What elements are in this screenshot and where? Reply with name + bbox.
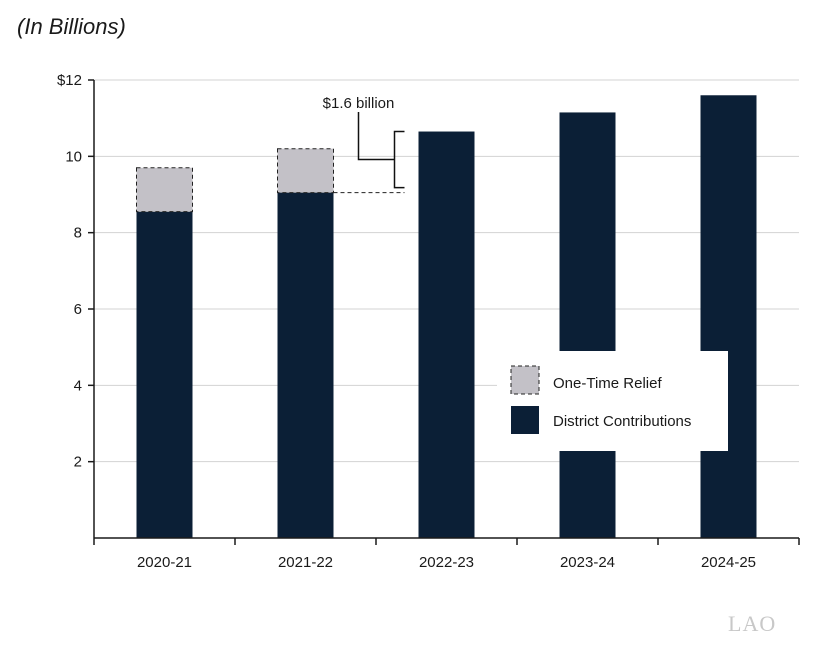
annotation-leader: [357, 112, 395, 161]
legend-swatch-one-time-relief: [510, 365, 540, 395]
bar-district-contributions: [418, 131, 475, 538]
bar-district-contributions: [277, 192, 334, 538]
legend: One-Time Relief District Contributions: [497, 351, 728, 451]
annotation: $1.6 billion: [323, 95, 405, 194]
chart-units-label: (In Billions): [17, 14, 126, 39]
legend-swatch-district-contributions: [511, 406, 539, 434]
bar-district-contributions: [136, 211, 193, 539]
x-tick-label: 2023-24: [560, 554, 615, 571]
bars: [136, 95, 757, 539]
y-tick-label: 2: [74, 454, 82, 471]
bar-one-time-relief: [136, 167, 193, 213]
legend-label-district-contributions: District Contributions: [553, 413, 691, 430]
y-axis-ticks: 2 4 6 8 10 $12: [57, 72, 94, 471]
x-tick-label: 2022-23: [419, 554, 474, 571]
x-axis-ticks: 2020-21 2021-22 2022-23 2023-24 2024-25: [93, 538, 800, 571]
annotation-bracket: [393, 130, 405, 189]
y-tick-label: 4: [74, 377, 82, 394]
annotation-label: $1.6 billion: [323, 95, 395, 112]
y-tick-label: 8: [74, 225, 82, 242]
y-tick-label: 6: [74, 301, 82, 318]
x-tick-label: 2021-22: [278, 554, 333, 571]
bar-district-contributions: [700, 95, 757, 539]
x-tick-label: 2020-21: [137, 554, 192, 571]
bar-district-contributions: [559, 112, 616, 539]
y-tick-label: 10: [65, 148, 82, 165]
x-tick-label: 2024-25: [701, 554, 756, 571]
bar-one-time-relief: [277, 148, 334, 194]
legend-label-one-time-relief: One-Time Relief: [553, 375, 662, 392]
lao-logo: LAO: [728, 611, 777, 636]
y-tick-label: $12: [57, 72, 82, 89]
